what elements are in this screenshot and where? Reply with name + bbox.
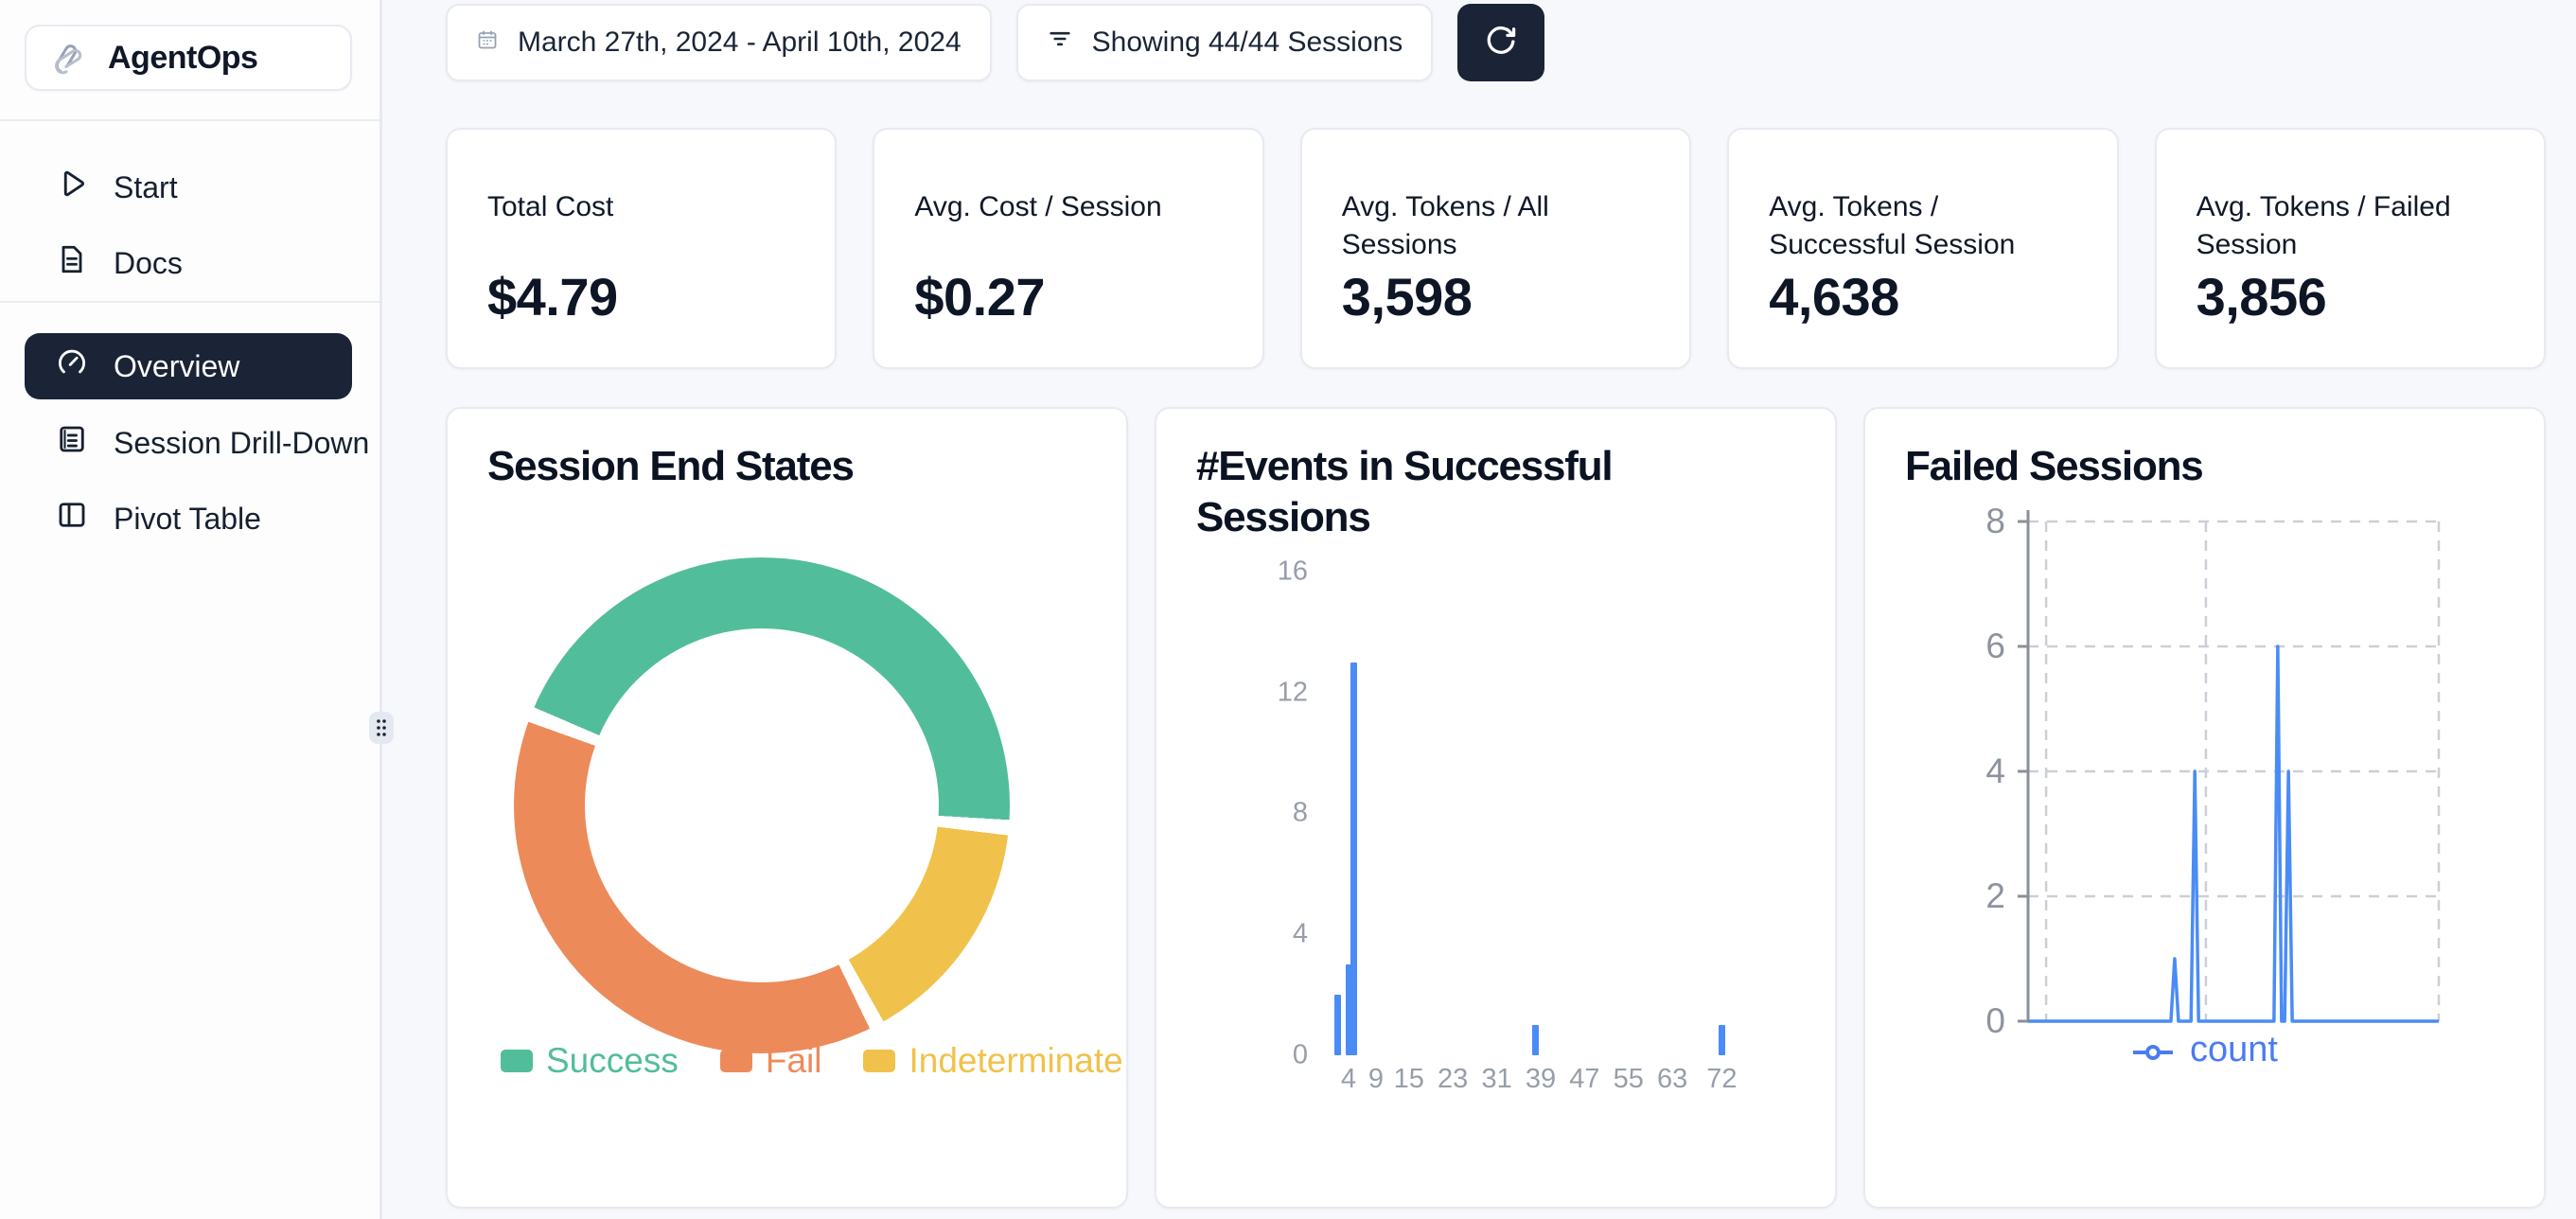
stat-label: Avg. Cost / Session [914, 191, 1162, 222]
sidebar-item-label: Pivot Table [114, 501, 261, 536]
bar[interactable] [1345, 964, 1352, 1055]
failed-sessions-svg [2018, 510, 2441, 1023]
logo[interactable]: AgentOps [25, 25, 352, 91]
x-axis-tick: 47 [1569, 1064, 1600, 1094]
x-axis-tick: 39 [1525, 1064, 1557, 1094]
legend-item-fail[interactable]: Fail [719, 1041, 822, 1081]
stat-card-avg-tokens-successful-session: Avg. Tokens / Successful Session 4,638 [1727, 128, 2119, 369]
calendar-icon [476, 26, 499, 59]
docs-icon [55, 242, 89, 284]
stat-value: 3,856 [2196, 267, 2327, 327]
sidebar-item-label: Overview [114, 348, 240, 383]
stats-row: Total Cost $4.79 Avg. Cost / Session $0.27 A… [446, 128, 2546, 369]
legend-item-success[interactable]: Success [501, 1041, 679, 1081]
count-series-legend[interactable]: count [1865, 1030, 2544, 1070]
sidebar-item-label: Start [114, 169, 178, 204]
y-axis-tick: 2 [1985, 876, 2005, 915]
sidebar-item-label: Docs [114, 245, 183, 280]
stat-value: $0.27 [914, 267, 1046, 327]
y-axis-tick: 4 [1985, 751, 2005, 790]
events-histogram-card: #Events in Successful Sessions 16 12 8 4 0 4 9… [1155, 407, 1837, 1209]
charts-row: Session End States Success Fail Indetermin… [446, 407, 2546, 1209]
sidebar-item-start[interactable]: Start [0, 150, 379, 225]
date-range-button[interactable]: March 27th, 2024 - April 10th, 2024 [446, 4, 992, 81]
sidebar-item-session-drill-down[interactable]: Session Drill-Down [0, 405, 379, 481]
x-axis-tick: 63 [1657, 1064, 1688, 1094]
legend-swatch [863, 1050, 896, 1072]
sidebar-item-label: Session Drill-Down [114, 425, 370, 460]
date-range-label: March 27th, 2024 - April 10th, 2024 [518, 26, 962, 58]
sidebar-item-overview[interactable]: Overview [25, 333, 352, 399]
bar[interactable] [1333, 995, 1341, 1055]
line-series-marker-icon [2131, 1030, 2175, 1070]
y-axis-tick: 16 [1277, 556, 1308, 587]
x-axis-tick: 15 [1393, 1064, 1424, 1094]
stat-label: Total Cost [487, 191, 614, 222]
stat-card-total-cost: Total Cost $4.79 [446, 128, 838, 369]
sidebar-divider [0, 119, 379, 121]
line-series-label: count [2190, 1030, 2278, 1069]
pivot-icon [55, 498, 89, 539]
x-axis-tick: 9 [1367, 1064, 1385, 1094]
chart-title: Failed Sessions [1905, 443, 2204, 489]
sidebar-resize-handle[interactable] [369, 712, 394, 744]
y-axis-tick: 6 [1985, 627, 2005, 665]
y-axis-tick: 0 [1985, 1001, 2005, 1040]
bar[interactable] [1350, 662, 1358, 1055]
y-axis-tick: 0 [1292, 1039, 1308, 1070]
y-axis-tick: 8 [1292, 797, 1308, 828]
topbar: March 27th, 2024 - April 10th, 2024 Show… [446, 4, 2546, 81]
session-doc-icon [55, 422, 89, 464]
chart-title: Session End States [487, 443, 855, 489]
main-content: March 27th, 2024 - April 10th, 2024 Show… [382, 0, 2576, 1219]
stat-label: Avg. Tokens / All Sessions [1341, 191, 1549, 260]
play-icon [55, 167, 89, 208]
y-axis-tick: 4 [1292, 918, 1308, 949]
sessions-filter-button[interactable]: Showing 44/44 Sessions [1015, 4, 1434, 81]
stat-card-avg-cost-session: Avg. Cost / Session $0.27 [873, 128, 1264, 369]
session-end-states-card: Session End States Success Fail Indetermin… [446, 407, 1128, 1209]
sidebar-nav-top: Start Docs [0, 121, 379, 301]
stat-card-avg-tokens-all-sessions: Avg. Tokens / All Sessions 3,598 [1299, 128, 1692, 369]
stat-label: Avg. Tokens / Successful Session [1769, 191, 2016, 260]
x-axis-tick: 55 [1613, 1064, 1644, 1094]
x-axis-tick: 23 [1438, 1064, 1469, 1094]
sidebar-item-pivot-table[interactable]: Pivot Table [0, 481, 379, 556]
sessions-filter-label: Showing 44/44 Sessions [1091, 26, 1403, 58]
sidebar-divider [0, 301, 379, 303]
refresh-icon [1480, 21, 1522, 65]
donut-hole [585, 628, 939, 982]
stat-value: $4.79 [487, 267, 618, 327]
sidebar-nav-main: Overview Session Drill-Down Pivot Table [0, 303, 379, 556]
sidebar-item-docs[interactable]: Docs [0, 225, 379, 301]
app-title: AgentOps [108, 39, 258, 76]
donut-legend: Success Fail Indeterminate [501, 1041, 1123, 1081]
x-axis-tick: 31 [1481, 1064, 1512, 1094]
refresh-button[interactable] [1457, 4, 1545, 81]
legend-swatch [719, 1050, 752, 1072]
x-axis-tick: 4 [1340, 1064, 1357, 1094]
legend-swatch [501, 1050, 533, 1072]
bar[interactable] [1531, 1025, 1539, 1055]
legend-label: Success [546, 1041, 679, 1080]
legend-label: Indeterminate [909, 1041, 1123, 1080]
bar[interactable] [1718, 1025, 1725, 1055]
agentops-logo-icon [47, 34, 91, 82]
stat-value: 4,638 [1769, 267, 1899, 327]
sidebar: AgentOps Start Docs Overview Session Drill… [0, 0, 394, 1219]
failed-sessions-card: Failed Sessions 0 2 4 6 8 count [1863, 407, 2546, 1209]
filter-icon [1047, 26, 1073, 60]
y-axis-tick: 12 [1277, 677, 1308, 708]
chart-title: #Events in Successful Sessions [1196, 443, 1614, 540]
legend-item-indeterminate[interactable]: Indeterminate [863, 1041, 1123, 1081]
x-axis-tick: 72 [1706, 1064, 1738, 1094]
stat-card-avg-tokens-failed-session: Avg. Tokens / Failed Session 3,856 [2154, 128, 2546, 369]
stat-label: Avg. Tokens / Failed Session [2196, 191, 2451, 260]
legend-label: Fail [765, 1041, 822, 1080]
stat-value: 3,598 [1341, 267, 1473, 327]
y-axis-tick: 8 [1985, 502, 2005, 540]
gauge-icon [55, 345, 89, 387]
